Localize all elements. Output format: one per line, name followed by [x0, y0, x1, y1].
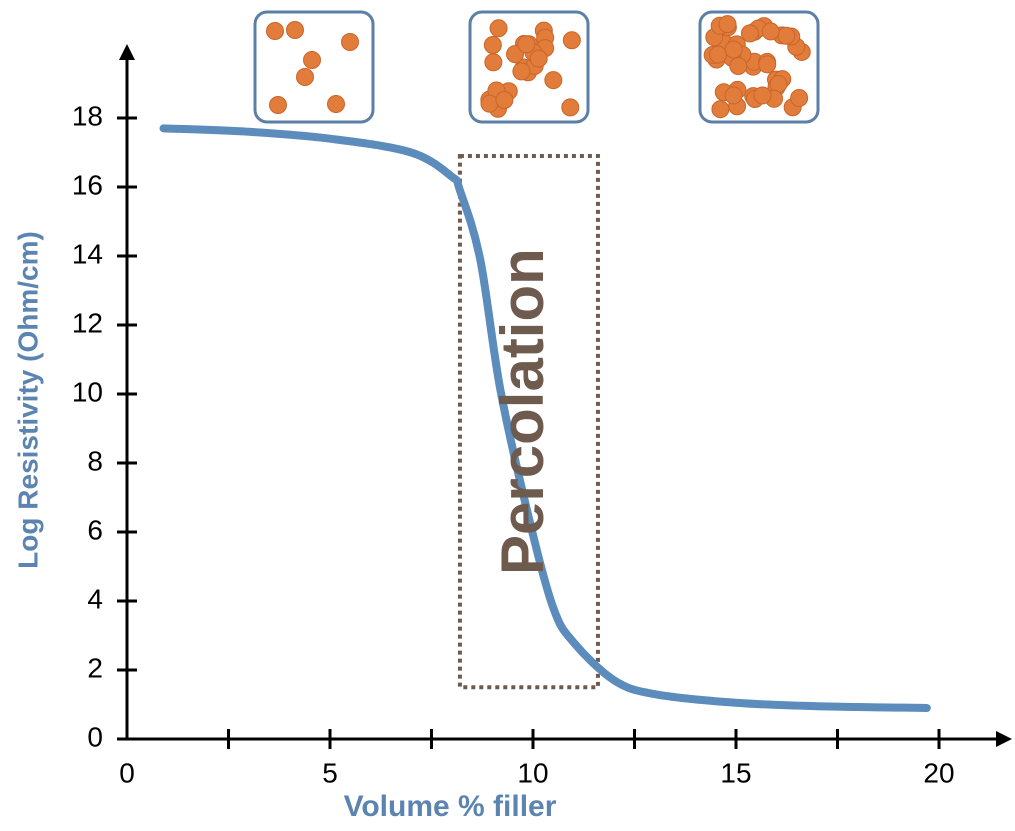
y-tick-label: 12 — [72, 307, 103, 338]
particle — [296, 68, 314, 86]
x-tick-label: 0 — [119, 757, 135, 788]
y-tick-label: 18 — [72, 100, 103, 131]
x-tick-label: 10 — [517, 757, 548, 788]
percolation-label: Percolation — [489, 248, 556, 575]
particle — [544, 71, 563, 90]
particle — [709, 45, 728, 64]
x-tick-label: 20 — [923, 757, 954, 788]
particle — [561, 98, 580, 117]
particle — [761, 22, 780, 41]
particle — [529, 49, 548, 68]
y-tick-label: 6 — [87, 514, 103, 545]
particle — [711, 100, 730, 119]
particle — [729, 56, 748, 75]
particle — [327, 95, 345, 113]
particle — [286, 21, 304, 39]
particle — [512, 62, 531, 81]
particle — [740, 24, 759, 43]
particle — [724, 40, 743, 59]
y-tick-label: 4 — [87, 583, 103, 614]
particle — [480, 94, 499, 113]
particle — [753, 86, 772, 105]
y-tick-label: 16 — [72, 169, 103, 200]
particle — [517, 35, 536, 54]
percolation-region — [457, 153, 600, 690]
particle — [484, 53, 503, 72]
x-tick-label: 5 — [322, 757, 338, 788]
resistivity-curve — [159, 124, 931, 712]
particle — [483, 35, 502, 54]
particle — [718, 15, 737, 34]
particle — [269, 96, 287, 114]
y-tick-label: 10 — [72, 376, 103, 407]
y-tick-label: 14 — [72, 238, 103, 269]
particle — [724, 86, 743, 105]
particle — [758, 55, 777, 74]
x-tick-label: 15 — [720, 757, 751, 788]
y-axis-arrow — [119, 44, 135, 60]
y-tick-label: 0 — [87, 721, 103, 752]
particle — [562, 31, 581, 50]
particle — [777, 26, 796, 45]
particle — [489, 19, 508, 38]
y-tick-label: 2 — [87, 652, 103, 683]
particle-insets — [253, 10, 820, 124]
y-tick-label: 8 — [87, 445, 103, 476]
particle — [303, 51, 321, 69]
particle — [495, 91, 514, 110]
x-axis-arrow — [996, 731, 1012, 747]
particle — [266, 22, 284, 40]
x-axis-label: Volume % filler — [344, 790, 557, 823]
particle — [341, 33, 359, 51]
y-axis-label: Log Resistivity (Ohm/cm) — [12, 231, 43, 569]
particle — [790, 88, 809, 107]
